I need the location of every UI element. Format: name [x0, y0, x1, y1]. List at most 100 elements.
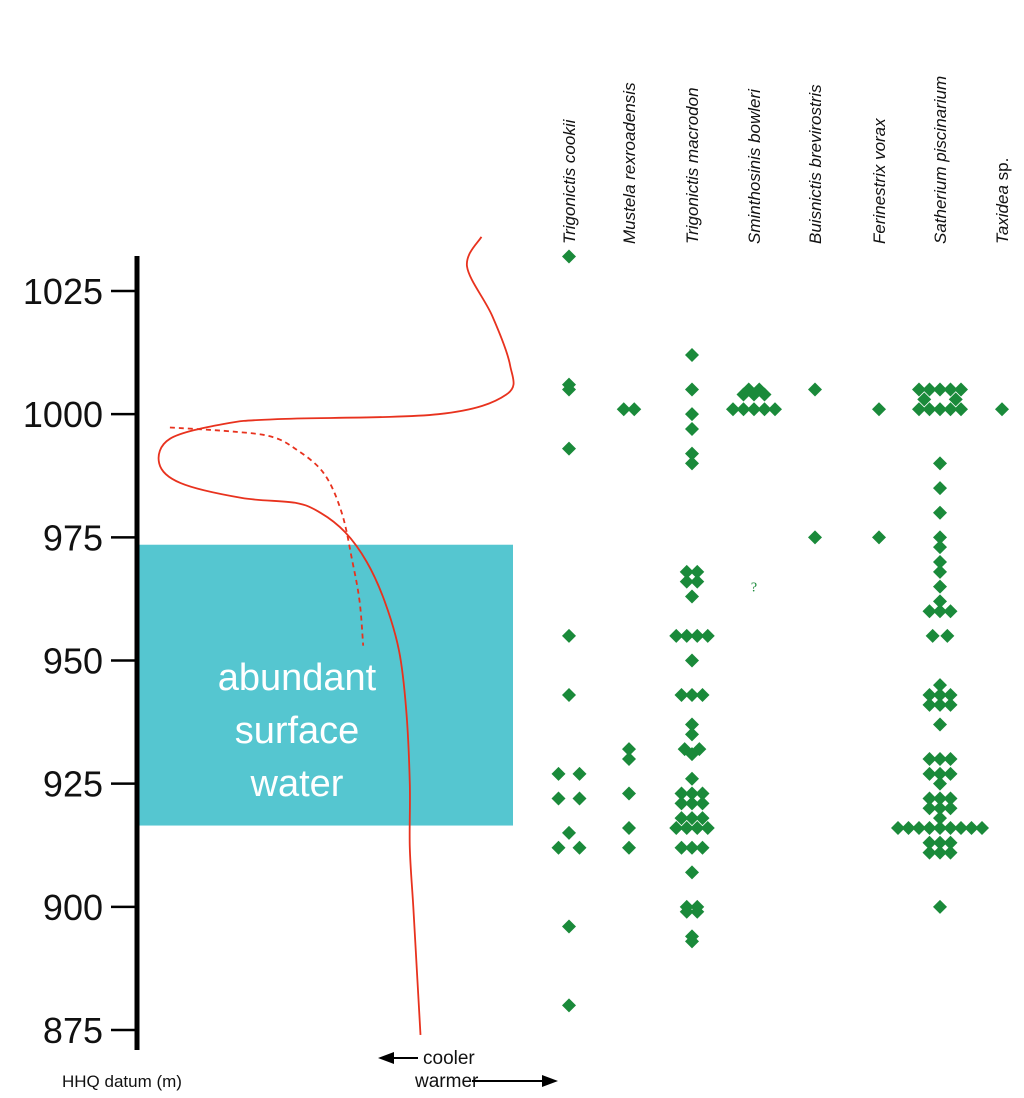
occurrence-marker [562, 628, 576, 643]
band-label-line: surface [235, 710, 360, 752]
occurrence-marker [933, 604, 947, 619]
occurrence-marker [768, 402, 782, 417]
occurrence-marker [933, 402, 947, 417]
occurrence-marker [933, 554, 947, 569]
species-label: Sminthosinis bowleri [745, 88, 764, 244]
occurrence-marker [622, 742, 636, 757]
occurrence-marker [669, 628, 684, 643]
occurrence-marker [695, 840, 710, 855]
occurrence-marker [922, 835, 937, 850]
occurrence-marker [922, 766, 937, 781]
occurrence-marker [736, 402, 751, 417]
species-label: Trigonictis macrodon [683, 87, 702, 244]
occurrence-marker [872, 402, 886, 417]
occurrence-marker [933, 594, 947, 609]
temperature-curve-solid [157, 236, 515, 1035]
occurrence-marker [695, 687, 710, 702]
occurrence-marker [975, 821, 989, 836]
occurrence-marker [695, 786, 710, 801]
y-tick-label: 875 [43, 1010, 103, 1051]
occurrence-marker [690, 904, 705, 919]
occurrence-marker [912, 402, 926, 417]
band-label-line: water [250, 763, 344, 805]
occurrence-marker [933, 540, 947, 555]
occurrence-marker [901, 821, 916, 836]
cooler-arrow-head [378, 1052, 394, 1064]
occurrence-marker [933, 811, 947, 826]
occurrence-marker [933, 776, 947, 791]
occurrence-marker [685, 786, 699, 801]
uncertain-occurrence-marker: ? [751, 581, 757, 596]
occurrence-marker [933, 752, 947, 767]
occurrence-marker [627, 402, 642, 417]
occurrence-marker [685, 811, 699, 826]
occurrence-marker [954, 382, 968, 397]
occurrence-marker [872, 530, 886, 545]
occurrence-marker [922, 801, 937, 816]
occurrence-marker [943, 752, 958, 767]
occurrence-marker [940, 628, 955, 643]
occurrence-marker [922, 402, 937, 417]
occurrence-marker [933, 845, 947, 860]
occurrence-marker [943, 845, 958, 860]
occurrence-marker [685, 771, 699, 786]
occurrence-marker [933, 717, 947, 732]
occurrence-marker [954, 821, 968, 836]
occurrence-marker [690, 821, 705, 836]
occurrence-marker [922, 752, 937, 767]
species-label: Satherium piscinarium [931, 76, 950, 244]
occurrence-marker [943, 697, 958, 712]
occurrence-marker [562, 382, 576, 397]
y-tick-label: 1025 [23, 271, 103, 312]
occurrence-marker [922, 382, 937, 397]
occurrence-marker [562, 919, 576, 934]
species-label: Ferinestrix vorax [870, 118, 889, 244]
temperature-curves [157, 236, 515, 1035]
occurrence-marker [679, 821, 694, 836]
occurrence-marker [685, 446, 699, 461]
species-label-suffix: sp. [993, 158, 1012, 185]
occurrence-marker [943, 835, 958, 850]
occurrence-marker [685, 747, 699, 762]
occurrence-marker [933, 456, 947, 471]
occurrence-marker [922, 687, 937, 702]
occurrence-marker [954, 402, 968, 417]
occurrence-marker [562, 998, 576, 1013]
occurrence-marker [933, 678, 947, 693]
band-label: abundant surface water [218, 657, 377, 805]
occurrence-marker [700, 821, 715, 836]
occurrence-marker [685, 589, 699, 604]
occurrence-marker [685, 407, 699, 422]
species-label: Buisnictis brevirostris [806, 84, 825, 244]
y-tick-label: 950 [43, 641, 103, 682]
warmer-arrow-head [542, 1075, 558, 1087]
occurrence-marker [943, 687, 958, 702]
occurrence-marker [685, 865, 699, 880]
occurrence-marker [757, 387, 772, 402]
occurrence-marker [685, 382, 699, 397]
occurrence-marker [726, 402, 740, 417]
species-label: Trigonictis cookii [560, 118, 579, 244]
occurrence-marker [690, 574, 705, 589]
occurrence-marker [551, 840, 566, 855]
occurrence-marker [943, 791, 958, 806]
occurrence-marker [685, 934, 699, 949]
occurrence-marker [551, 791, 566, 806]
occurrence-marker [933, 766, 947, 781]
occurrence-marker [933, 821, 947, 836]
occurrence-marker [933, 564, 947, 579]
occurrence-marker [685, 687, 699, 702]
species-label: Mustela rexroadensis [620, 82, 639, 244]
occurrence-marker [922, 604, 937, 619]
occurrence-marker [943, 821, 958, 836]
occurrence-marker [948, 392, 963, 407]
occurrence-marker [943, 402, 958, 417]
occurrence-marker [669, 821, 684, 836]
occurrence-marker [562, 441, 576, 456]
occurrence-marker [572, 791, 587, 806]
occurrence-marker [943, 766, 958, 781]
occurrence-marker [685, 796, 699, 811]
occurrence-marker [933, 481, 947, 496]
occurrence-marker [943, 382, 958, 397]
